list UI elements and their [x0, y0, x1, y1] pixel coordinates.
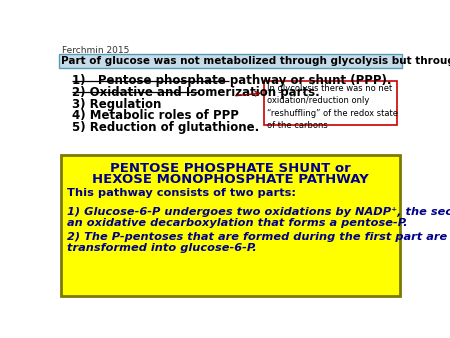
Text: Part of glucose was not metabolized through glycolysis but through “a shunt” inv: Part of glucose was not metabolized thro… — [61, 56, 450, 66]
Text: This pathway consists of two parts:: This pathway consists of two parts: — [67, 188, 296, 198]
FancyBboxPatch shape — [58, 54, 402, 68]
Text: 1) Glucose-6-P undergoes two oxidations by NADP⁺, the second is: 1) Glucose-6-P undergoes two oxidations … — [67, 207, 450, 217]
Text: an oxidative decarboxylation that forms a pentose-P.: an oxidative decarboxylation that forms … — [67, 218, 408, 228]
Text: Ferchmin 2015: Ferchmin 2015 — [62, 46, 129, 55]
Text: 2) The P-pentoses that are formed during the first part are: 2) The P-pentoses that are formed during… — [67, 232, 447, 242]
Text: 3) Regulation: 3) Regulation — [72, 98, 161, 111]
Text: 1)   Pentose phosphate pathway or shunt (PPP).: 1) Pentose phosphate pathway or shunt (P… — [72, 74, 391, 88]
Text: transformed into glucose-6-P.: transformed into glucose-6-P. — [67, 243, 257, 253]
Text: 4) Metabolic roles of PPP: 4) Metabolic roles of PPP — [72, 109, 238, 122]
Text: In glycolysis there was no net
oxidation/reduction only
“reshuffling” of the red: In glycolysis there was no net oxidation… — [267, 84, 398, 130]
Text: 5) Reduction of glutathione.: 5) Reduction of glutathione. — [72, 121, 259, 134]
Text: PENTOSE PHOSPHATE SHUNT or: PENTOSE PHOSPHATE SHUNT or — [110, 162, 351, 175]
Text: HEXOSE MONOPHOSPHATE PATHWAY: HEXOSE MONOPHOSPHATE PATHWAY — [92, 173, 369, 186]
FancyBboxPatch shape — [61, 154, 400, 296]
FancyBboxPatch shape — [264, 80, 397, 125]
Text: 2) Oxidative and Isomerization parts.: 2) Oxidative and Isomerization parts. — [72, 86, 319, 99]
